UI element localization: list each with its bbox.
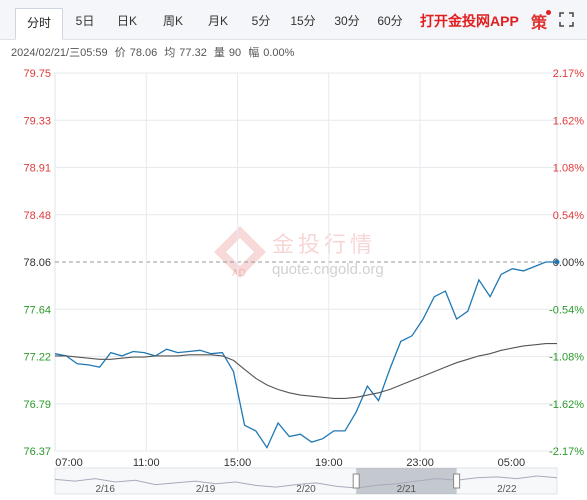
- price-tick-label: 76.79: [23, 399, 51, 411]
- percent-axis: 2.17% 1.62% 1.08% 0.54% 0.00% -0.54% -1.08% -1.…: [549, 68, 584, 458]
- navigator-selection[interactable]: [356, 468, 457, 494]
- volume-label: 量: [213, 47, 225, 59]
- percent-tick-label: 0.00%: [553, 257, 584, 269]
- intraday-chart[interactable]: 79.75 79.33 78.91 78.48 78.06 77.64 77.22 76.79…: [0, 60, 587, 500]
- navigator-date-label: 2/20: [296, 484, 316, 495]
- notification-dot: [546, 10, 551, 15]
- volume-value: 90: [228, 47, 242, 59]
- time-tick-label: 05:00: [498, 457, 526, 469]
- tab-weekly-k[interactable]: 周K: [162, 14, 183, 28]
- percent-tick-label: 1.08%: [553, 163, 584, 175]
- price-tick-label: 78.06: [23, 257, 51, 269]
- time-tick-label: 23:00: [406, 457, 434, 469]
- tab-5-day[interactable]: 5日: [75, 14, 95, 28]
- navigator-left-handle[interactable]: [352, 473, 360, 489]
- percent-tick-label: 2.17%: [553, 68, 584, 80]
- range-navigator[interactable]: 2/16 2/19 2/20 2/21 2/22: [54, 467, 558, 495]
- navigator-right-handle[interactable]: [453, 473, 461, 489]
- chart-grid: [54, 72, 558, 452]
- price-tick-label: 79.75: [23, 68, 51, 80]
- navigator-date-label: 2/21: [397, 484, 417, 495]
- navigator-line: [54, 475, 558, 489]
- avg-value: 77.32: [179, 47, 207, 59]
- price-tick-label: 76.37: [23, 446, 51, 458]
- price-value: 78.06: [129, 47, 158, 59]
- time-axis: 07:00 11:00 15:00 19:00 23:00 05:00: [55, 457, 525, 469]
- price-line: [54, 261, 557, 449]
- change-value: 0.00%: [263, 47, 295, 59]
- price-axis: 79.75 79.33 78.91 78.48 78.06 77.64 77.22 76.79…: [23, 68, 51, 458]
- percent-tick-label: 1.62%: [553, 115, 584, 127]
- price-label: 价: [114, 47, 126, 59]
- quote-info-bar: 2024/02/21/三05:59 价 78.06 均 77.32 量 90 幅 0.0…: [11, 44, 298, 60]
- time-tick-label: 11:00: [133, 457, 160, 469]
- price-tick-label: 77.64: [23, 304, 51, 316]
- price-tick-label: 79.33: [23, 115, 51, 127]
- percent-tick-label: -1.62%: [549, 399, 584, 411]
- navigator-date-label: 2/16: [95, 484, 115, 495]
- chart-series: [54, 259, 560, 449]
- period-tab-bar: 分时 5日 日K 周K 月K 5分 15分 30分 60分 打开金投网APP 策: [0, 0, 587, 40]
- tab-daily-k[interactable]: 日K: [116, 14, 137, 28]
- percent-tick-label: 0.54%: [553, 210, 584, 222]
- avg-label: 均: [164, 47, 176, 59]
- percent-tick-label: -1.08%: [549, 352, 584, 364]
- tab-30-min[interactable]: 30分: [334, 14, 360, 28]
- time-tick-label: 19:00: [315, 457, 343, 469]
- percent-tick-label: -0.54%: [549, 304, 584, 316]
- quote-datetime: 2024/02/21/三05:59: [11, 47, 108, 59]
- time-tick-label: 07:00: [55, 457, 83, 469]
- navigator-date-label: 2/22: [497, 484, 517, 495]
- plot-frame: [54, 72, 558, 452]
- navigator-date-label: 2/19: [196, 484, 216, 495]
- price-tick-label: 78.91: [23, 163, 51, 175]
- current-price-dot: [554, 259, 560, 265]
- percent-tick-label: -2.17%: [549, 446, 584, 458]
- tab-intraday[interactable]: 分时: [15, 8, 63, 40]
- tab-5-min[interactable]: 5分: [251, 14, 271, 28]
- tab-15-min[interactable]: 15分: [290, 14, 316, 28]
- fullscreen-icon[interactable]: [559, 12, 574, 27]
- time-tick-label: 15:00: [224, 457, 252, 469]
- strategy-button[interactable]: 策: [531, 15, 548, 32]
- price-tick-label: 78.48: [23, 210, 51, 222]
- average-line: [55, 343, 557, 399]
- change-label: 幅: [248, 47, 260, 59]
- tab-60-min[interactable]: 60分: [377, 14, 403, 28]
- open-app-link[interactable]: 打开金投网APP: [420, 13, 519, 29]
- price-tick-label: 77.22: [23, 352, 51, 364]
- tab-monthly-k[interactable]: 月K: [207, 14, 228, 28]
